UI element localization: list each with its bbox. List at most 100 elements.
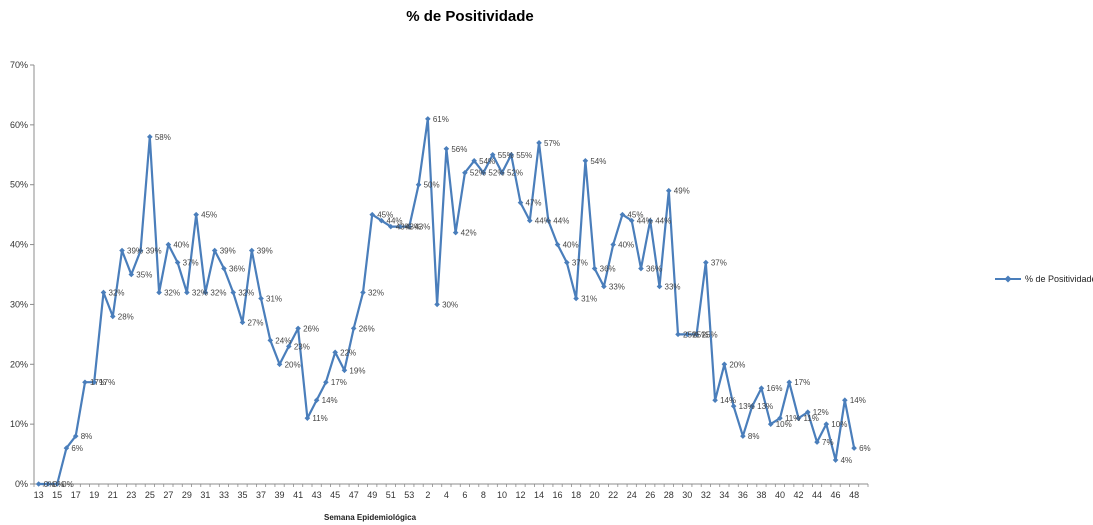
data-point	[369, 211, 376, 218]
data-label: 49%	[674, 187, 690, 196]
x-tick-label: 23	[126, 490, 136, 500]
chart-title: % de Positividade	[406, 8, 534, 25]
data-label: 47%	[526, 199, 542, 208]
x-tick-label: 42	[793, 490, 803, 500]
y-tick-label: 50%	[10, 180, 28, 190]
y-tick-label: 60%	[10, 120, 28, 130]
data-point	[202, 289, 209, 296]
data-point	[703, 259, 709, 266]
data-label: 39%	[220, 247, 236, 256]
x-tick-label: 27	[163, 490, 173, 500]
data-label: 22%	[340, 348, 356, 357]
x-tick-label: 20	[590, 490, 600, 500]
data-label: 10%	[831, 420, 847, 429]
y-axis-ticks: 0% 10% 20% 30% 40% 50% 60% 70%	[10, 60, 34, 489]
data-point	[45, 481, 51, 487]
data-label: 16%	[766, 384, 782, 393]
data-label: 8%	[81, 432, 93, 441]
data-point	[184, 289, 190, 296]
data-point	[397, 223, 403, 230]
x-tick-label: 38	[756, 490, 766, 500]
data-label: 25%	[692, 330, 708, 339]
data-point	[174, 259, 181, 266]
data-point	[628, 217, 635, 224]
data-point	[647, 217, 654, 224]
data-point	[100, 289, 107, 296]
data-label: 37%	[572, 259, 588, 268]
data-label: 43%	[414, 223, 430, 232]
data-label: 32%	[109, 288, 125, 297]
data-label: 26%	[303, 324, 319, 333]
data-point	[360, 289, 366, 296]
data-point	[675, 331, 681, 338]
data-point	[610, 241, 616, 248]
data-point	[480, 169, 487, 176]
data-point	[276, 361, 283, 368]
x-tick-label: 40	[775, 490, 785, 500]
data-label: 32%	[238, 288, 254, 297]
data-label: 14%	[322, 396, 338, 405]
data-label: 13%	[757, 402, 773, 411]
data-label: 28%	[118, 312, 134, 321]
x-tick-label: 25	[145, 490, 155, 500]
data-point	[517, 199, 524, 206]
x-tick-label: 10	[497, 490, 507, 500]
data-point	[684, 331, 691, 338]
data-label: 11%	[312, 414, 327, 423]
data-point	[286, 343, 292, 350]
x-tick-label: 35	[237, 490, 247, 500]
data-label: 39%	[257, 247, 273, 256]
x-tick-label: 41	[293, 490, 303, 500]
data-point	[258, 295, 264, 302]
data-label: 10%	[776, 420, 792, 429]
data-point	[804, 409, 811, 415]
data-label: 14%	[850, 396, 866, 405]
data-point	[156, 289, 162, 296]
data-point	[54, 481, 60, 487]
data-point	[295, 325, 301, 332]
x-tick-label: 34	[719, 490, 729, 500]
data-label: 25%	[702, 330, 718, 339]
data-label: 33%	[609, 282, 625, 291]
data-point	[415, 181, 422, 188]
data-label: 32%	[164, 288, 180, 297]
data-label: 40%	[563, 241, 579, 250]
x-tick-label: 18	[571, 490, 581, 500]
data-label: 31%	[266, 294, 282, 303]
x-tick-label: 2	[425, 490, 430, 500]
data-point	[35, 481, 42, 487]
data-label: 39%	[127, 247, 143, 256]
data-point	[230, 289, 237, 296]
x-tick-label: 4	[444, 490, 449, 500]
legend-marker-icon	[995, 275, 1021, 283]
x-tick-label: 15	[52, 490, 62, 500]
data-label: 27%	[248, 318, 264, 327]
data-label: 24%	[275, 336, 291, 345]
data-point	[656, 283, 663, 290]
data-label: 58%	[155, 133, 171, 142]
x-tick-label: 12	[515, 490, 525, 500]
data-label: 32%	[210, 288, 226, 297]
data-label: 35%	[136, 271, 152, 280]
data-point	[554, 241, 561, 248]
legend: % de Positividade	[995, 274, 1093, 284]
x-tick-label: 39	[275, 490, 285, 500]
data-label: 42%	[461, 229, 477, 238]
x-tick-label: 31	[200, 490, 210, 500]
legend-label: % de Positividade	[1025, 274, 1093, 284]
data-point	[777, 415, 783, 421]
data-point	[721, 361, 728, 368]
data-labels: 0%0%0%6%8%17%17%32%28%39%35%39%58%32%40%…	[44, 115, 871, 489]
data-label: 40%	[618, 241, 634, 250]
data-point	[619, 211, 626, 218]
series-group	[35, 116, 857, 487]
data-point	[304, 415, 311, 421]
data-point	[536, 140, 542, 146]
x-tick-label: 51	[386, 490, 396, 500]
data-point	[147, 134, 153, 140]
y-tick-label: 20%	[10, 359, 28, 369]
data-label: 33%	[665, 282, 681, 291]
x-tick-label: 26	[645, 490, 655, 500]
y-tick-label: 70%	[10, 60, 28, 70]
